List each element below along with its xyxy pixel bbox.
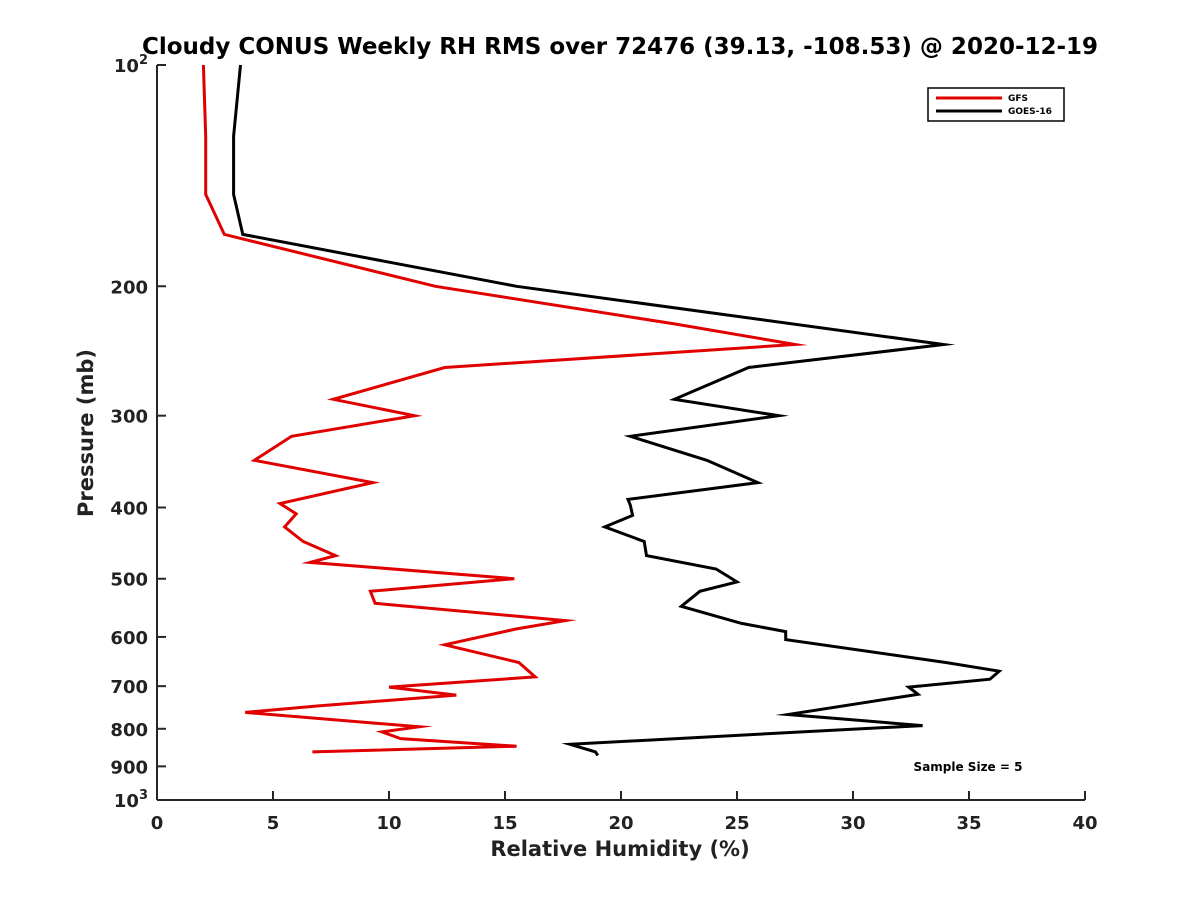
x-tick-label: 15 [492, 813, 517, 834]
x-tick-label: 20 [608, 813, 633, 834]
sample-size-annotation: Sample Size = 5 [914, 760, 1023, 774]
chart-title: Cloudy CONUS Weekly RH RMS over 72476 (3… [142, 34, 1098, 60]
x-axis-label: Relative Humidity (%) [490, 837, 749, 861]
y-tick-label: 102 [114, 53, 148, 77]
y-tick-label: 900 [110, 757, 148, 778]
legend-label-goes-16: GOES-16 [1008, 107, 1052, 117]
x-tick-label: 25 [724, 813, 749, 834]
y-tick-label: 600 [110, 628, 148, 649]
x-tick-label: 30 [840, 813, 865, 834]
legend-label-gfs: GFS [1008, 94, 1028, 104]
x-tick-label: 40 [1072, 813, 1097, 834]
x-tick-label: 5 [267, 813, 280, 834]
y-tick-label: 400 [110, 499, 148, 520]
series-layer [201, 64, 1003, 757]
series-line-gfs [201, 64, 808, 754]
y-tick-label: 700 [110, 677, 148, 698]
axes: 0 5 10 15 20 25 30 35 40 102 200 300 400 500 600 700 800… [110, 53, 1097, 834]
y-tick-label: 500 [110, 570, 148, 591]
x-tick-label: 10 [376, 813, 401, 834]
x-tick-label: 35 [956, 813, 981, 834]
series-line-goes-16 [232, 64, 1003, 757]
y-tick-label: 800 [110, 720, 148, 741]
x-tick-label: 0 [151, 813, 164, 834]
y-tick-label: 200 [110, 277, 148, 298]
y-axis-label: Pressure (mb) [74, 349, 98, 517]
legend: GFS GOES-16 [927, 87, 1065, 122]
y-tick-label: 103 [114, 788, 148, 812]
legend-box [927, 87, 1065, 122]
y-tick-label: 300 [110, 407, 148, 428]
